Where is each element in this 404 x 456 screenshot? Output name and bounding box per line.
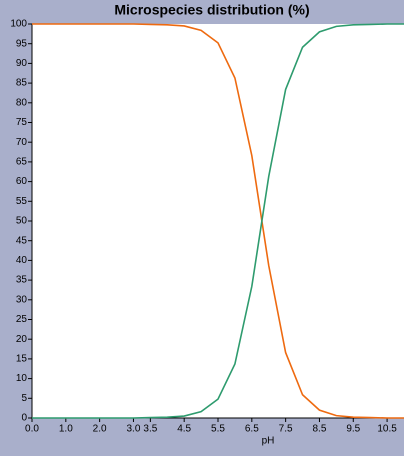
y-tick-label: 70 <box>16 137 28 148</box>
y-tick-label: 95 <box>16 38 28 49</box>
x-tick-label: 3.0 <box>127 424 141 435</box>
x-tick-label: 3.5 <box>143 424 157 435</box>
x-tick-label: 2.0 <box>93 424 107 435</box>
series-line <box>32 23 404 419</box>
y-tick-label: 0 <box>21 413 27 424</box>
x-tick-label: 9.5 <box>346 424 360 435</box>
y-tick-label: 25 <box>16 314 28 325</box>
plot-area <box>32 24 404 418</box>
y-tick-label: 30 <box>16 294 28 305</box>
y-tick-label: 90 <box>16 58 28 69</box>
y-tick-label: 10 <box>16 373 28 384</box>
y-tick-label: 100 <box>10 19 27 30</box>
series-line <box>32 23 404 419</box>
y-tick-label: 75 <box>16 117 28 128</box>
x-axis-label: pH <box>262 436 275 447</box>
y-tick-label: 40 <box>16 255 28 266</box>
x-tick-label: 8.5 <box>313 424 327 435</box>
y-tick-label: 15 <box>16 354 28 365</box>
y-tick-label: 65 <box>16 157 28 168</box>
chart-title: Microspecies distribution (%) <box>114 2 309 18</box>
y-tick-label: 80 <box>16 97 28 108</box>
y-tick-label: 45 <box>16 235 28 246</box>
y-tick-label: 60 <box>16 176 28 187</box>
y-tick-label: 50 <box>16 216 28 227</box>
y-tick-label: 85 <box>16 78 28 89</box>
y-tick-label: 5 <box>21 393 27 404</box>
x-tick-label: 6.5 <box>245 424 259 435</box>
y-tick-label: 35 <box>16 275 28 286</box>
x-tick-label: 0.0 <box>25 424 39 435</box>
x-tick-label: 4.5 <box>177 424 191 435</box>
x-tick-label: 7.5 <box>279 424 293 435</box>
x-tick-label: 10.5 <box>377 424 397 435</box>
y-tick-label: 55 <box>16 196 28 207</box>
x-tick-label: 1.0 <box>59 424 73 435</box>
x-tick-label: 5.5 <box>211 424 225 435</box>
y-tick-label: 20 <box>16 334 28 345</box>
